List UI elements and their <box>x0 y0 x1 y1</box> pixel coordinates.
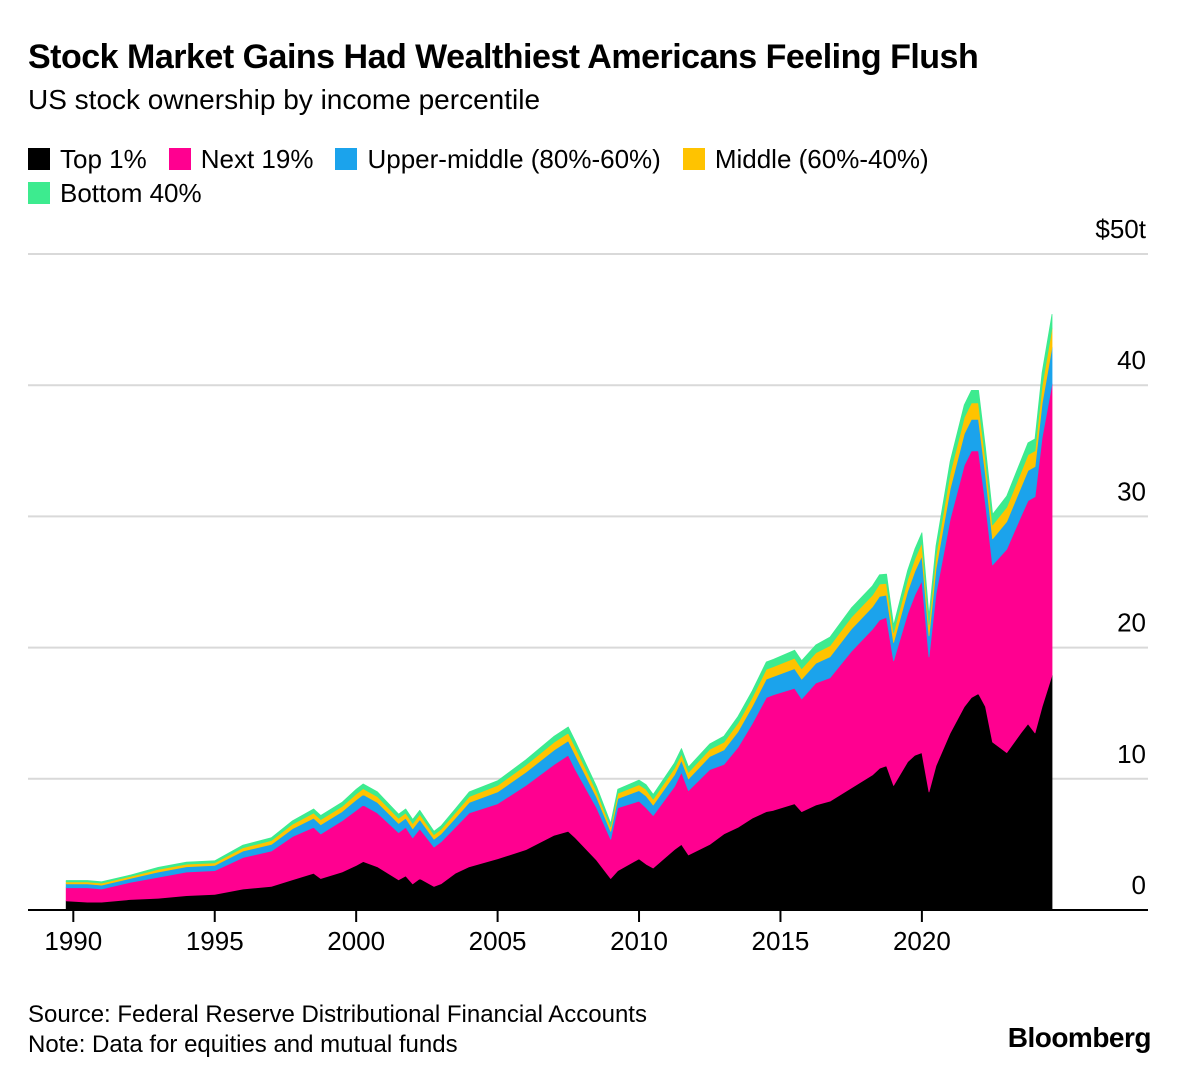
legend-item-next-19: Next 19% <box>168 143 314 175</box>
legend-swatch-next-19 <box>168 148 191 170</box>
area-series <box>65 314 1053 911</box>
legend-row-2: Bottom 40% <box>28 176 1028 210</box>
legend: Top 1% Next 19% Upper-middle (80%-60%) M… <box>28 142 1028 210</box>
x-tick-label-2000: 2000 <box>327 926 385 956</box>
legend-label-middle: Middle (60%-40%) <box>714 143 929 174</box>
legend-item-upper-middle: Upper-middle (80%-60%) <box>335 143 661 175</box>
y-tick-label-20: 20 <box>1117 608 1146 638</box>
bloomberg-logo: Bloomberg <box>1007 1022 1152 1053</box>
legend-swatch-top-1 <box>28 148 50 170</box>
legend-item-middle: Middle (60%-40%) <box>682 143 929 175</box>
footer: Source: Federal Reserve Distributional F… <box>28 1000 647 1060</box>
x-tick-label-2015: 2015 <box>752 926 810 956</box>
legend-label-next-19: Next 19% <box>200 143 314 174</box>
area-bottom-40 <box>65 314 1053 884</box>
legend-label-bottom-40: Bottom 40% <box>60 177 202 208</box>
chart-title: Stock Market Gains Had Wealthiest Americ… <box>28 38 979 76</box>
x-axis: 1990 1995 2000 2005 2010 2015 2020 <box>28 909 1148 956</box>
y-tick-label-10: 10 <box>1117 739 1146 769</box>
y-tick-label-40: 40 <box>1117 345 1146 375</box>
x-tick-label-2010: 2010 <box>610 926 668 956</box>
source-note: Source: Federal Reserve Distributional F… <box>28 1001 647 1028</box>
y-tick-label-50: $50t <box>1095 214 1146 244</box>
x-tick-label-1990: 1990 <box>44 926 102 956</box>
x-tick-label-1995: 1995 <box>186 926 244 956</box>
legend-swatch-bottom-40 <box>28 182 50 204</box>
x-tick-label-2020: 2020 <box>893 926 951 956</box>
data-note: Note: Data for equities and mutual funds <box>28 1031 458 1058</box>
legend-label-upper-middle: Upper-middle (80%-60%) <box>367 143 661 174</box>
x-tick-label-2005: 2005 <box>469 926 527 956</box>
legend-swatch-middle <box>682 148 705 170</box>
y-tick-label-30: 30 <box>1117 476 1146 506</box>
chart-subtitle: US stock ownership by income percentile <box>28 84 541 115</box>
legend-row-1: Top 1% Next 19% Upper-middle (80%-60%) M… <box>28 142 1028 176</box>
y-axis-labels: 0 10 20 30 40 $50t <box>1095 214 1146 900</box>
stacked-area-chart: 1990 1995 2000 2005 2010 2015 2020 0 10 20 30 40 $5… <box>28 214 1148 956</box>
legend-item-bottom-40: Bottom 40% <box>28 178 202 209</box>
legend-swatch-upper-middle <box>335 148 358 170</box>
legend-label-top-1: Top 1% <box>60 143 147 174</box>
legend-item-top-1: Top 1% <box>28 144 147 175</box>
y-tick-label-0: 0 <box>1132 870 1146 900</box>
